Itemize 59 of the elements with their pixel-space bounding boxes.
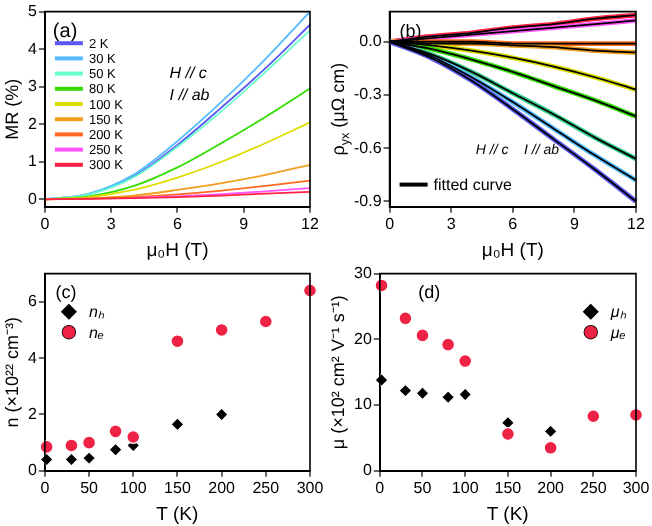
x-tick-label: 250 bbox=[252, 478, 281, 497]
legend-label: μₑ bbox=[608, 323, 626, 342]
x-tick-label: 50 bbox=[80, 478, 100, 497]
x-tick-label: 300 bbox=[622, 478, 651, 497]
x-tick-label: 150 bbox=[494, 478, 523, 497]
x-tick-label: 200 bbox=[208, 478, 237, 497]
x-tick-label: 0 bbox=[40, 214, 51, 233]
x-tick-label: 150 bbox=[164, 478, 192, 497]
legend-label: nₕ bbox=[88, 303, 106, 322]
y-tick-label: 0 bbox=[27, 189, 38, 208]
y-tick-label: 5 bbox=[27, 2, 38, 21]
y-tick-label: 2 bbox=[27, 404, 38, 423]
x-tick-label: 250 bbox=[579, 478, 608, 497]
annotation: (d) bbox=[418, 281, 441, 302]
y-tick-label: 4 bbox=[27, 39, 38, 58]
x-tick-label: 0 bbox=[40, 478, 51, 497]
legend-label: fitted curve bbox=[433, 176, 513, 195]
x-tick-label: 6 bbox=[508, 214, 519, 233]
y-tick-label: 2 bbox=[27, 114, 38, 133]
x-tick-label: 0 bbox=[385, 214, 396, 233]
x-tick-label: 9 bbox=[569, 214, 580, 233]
y-tick-label: 10 bbox=[353, 395, 373, 414]
annotation: (a) bbox=[52, 21, 78, 44]
legend-label: μₕ bbox=[608, 303, 628, 322]
annotation: (c) bbox=[55, 281, 77, 302]
x-tick-label: 200 bbox=[537, 478, 566, 497]
x-tick-label: 3 bbox=[446, 214, 457, 233]
x-tick-label: 100 bbox=[451, 478, 480, 497]
annotation: (b) bbox=[399, 21, 422, 42]
x-axis-title: μ₀H (T) bbox=[146, 240, 209, 262]
x-tick-label: 50 bbox=[413, 478, 433, 497]
y-tick-label: -0.9 bbox=[353, 191, 383, 210]
x-tick-label: 300 bbox=[296, 478, 325, 497]
y-tick-label: 4 bbox=[27, 348, 38, 367]
annotation: I // ab bbox=[169, 85, 211, 104]
y-tick-label: -0.6 bbox=[353, 138, 383, 157]
y-tick-label: 30 bbox=[353, 264, 373, 283]
x-axis-title: μ₀H (T) bbox=[481, 240, 544, 262]
y-tick-label: 6 bbox=[27, 292, 38, 311]
legend-label: nₑ bbox=[88, 323, 104, 342]
y-axis-title: μ (×10² cm² V⁻¹ s⁻¹) bbox=[328, 295, 348, 450]
y-tick-label: 0 bbox=[27, 461, 38, 480]
y-tick-label: 3 bbox=[27, 77, 38, 96]
x-axis-title: T (K) bbox=[486, 504, 529, 526]
x-tick-label: 12 bbox=[301, 214, 320, 233]
y-axis-title: MR (%) bbox=[2, 78, 22, 140]
y-tick-label: 0.0 bbox=[359, 32, 383, 51]
x-tick-label: 12 bbox=[627, 214, 646, 233]
y-tick-label: 0 bbox=[362, 461, 373, 480]
x-axis-title: T (K) bbox=[156, 504, 199, 526]
annotation: H // c bbox=[169, 64, 207, 83]
y-tick-label: 20 bbox=[353, 329, 373, 348]
x-tick-label: 3 bbox=[106, 214, 117, 233]
x-tick-label: 100 bbox=[119, 478, 148, 497]
x-tick-label: 6 bbox=[173, 214, 183, 233]
y-axis-title: n (×10²² cm⁻³) bbox=[2, 316, 22, 428]
y-tick-label: -0.3 bbox=[353, 85, 383, 104]
y-tick-label: 1 bbox=[27, 152, 38, 171]
x-tick-label: 9 bbox=[239, 214, 250, 233]
